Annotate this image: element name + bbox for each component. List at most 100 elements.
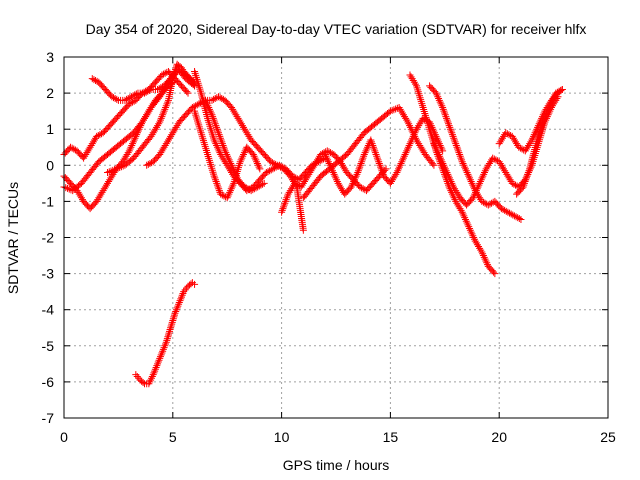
data-point bbox=[446, 176, 454, 184]
data-point bbox=[545, 104, 553, 112]
x-tick-label: 10 bbox=[274, 429, 290, 445]
data-point bbox=[330, 170, 338, 178]
data-point bbox=[374, 156, 382, 164]
data-point bbox=[453, 188, 461, 196]
data-point bbox=[209, 113, 217, 121]
data-point bbox=[416, 120, 424, 128]
data-point bbox=[410, 78, 418, 86]
data-point bbox=[117, 163, 125, 171]
data-point bbox=[210, 95, 218, 103]
data-point bbox=[129, 92, 137, 100]
data-point bbox=[213, 181, 221, 189]
data-point bbox=[132, 90, 140, 98]
data-point bbox=[510, 136, 518, 144]
data-point bbox=[433, 91, 441, 99]
data-point bbox=[111, 95, 119, 103]
data-point bbox=[110, 166, 118, 174]
data-point bbox=[404, 118, 412, 126]
data-point bbox=[172, 308, 180, 316]
data-point bbox=[327, 149, 335, 157]
data-point bbox=[407, 73, 415, 81]
data-point bbox=[356, 163, 364, 171]
data-point bbox=[106, 176, 114, 184]
data-point bbox=[178, 64, 186, 72]
data-point bbox=[432, 89, 440, 97]
data-point bbox=[138, 118, 146, 126]
x-axis-label: GPS time / hours bbox=[283, 457, 390, 473]
data-point bbox=[125, 147, 133, 155]
data-point bbox=[470, 234, 478, 241]
data-point bbox=[470, 235, 478, 243]
data-point bbox=[354, 167, 362, 175]
data-point bbox=[123, 150, 131, 158]
data-point bbox=[362, 147, 370, 155]
data-point bbox=[437, 156, 445, 164]
data-point bbox=[154, 122, 162, 130]
data-point bbox=[508, 132, 516, 140]
data-point bbox=[379, 169, 387, 177]
data-point bbox=[544, 107, 552, 115]
data-point bbox=[279, 163, 287, 171]
data-point bbox=[523, 143, 531, 151]
data-point bbox=[549, 95, 557, 103]
data-point bbox=[85, 145, 93, 153]
data-point bbox=[173, 122, 181, 130]
data-point bbox=[474, 183, 482, 191]
data-point bbox=[210, 172, 218, 180]
data-point bbox=[168, 320, 176, 328]
data-point bbox=[195, 100, 203, 108]
data-point bbox=[166, 326, 174, 334]
data-point bbox=[430, 140, 438, 148]
data-point bbox=[162, 140, 170, 148]
data-point bbox=[162, 340, 170, 348]
data-point bbox=[192, 102, 200, 110]
data-point bbox=[388, 106, 396, 114]
data-point bbox=[525, 141, 533, 149]
data-point bbox=[512, 213, 520, 221]
data-point bbox=[211, 138, 219, 146]
data-point bbox=[154, 360, 162, 368]
data-point bbox=[280, 203, 288, 211]
data-point bbox=[448, 179, 456, 187]
data-point bbox=[216, 134, 224, 142]
data-point bbox=[440, 107, 448, 115]
data-point bbox=[67, 143, 75, 151]
data-point bbox=[281, 199, 289, 207]
data-point bbox=[269, 165, 277, 173]
data-point bbox=[438, 102, 446, 110]
data-point bbox=[75, 190, 83, 198]
data-point bbox=[164, 333, 172, 341]
data-point bbox=[159, 87, 167, 95]
data-point bbox=[86, 143, 94, 151]
data-point bbox=[399, 154, 407, 162]
data-point bbox=[105, 178, 113, 186]
data-point bbox=[176, 297, 184, 305]
data-point bbox=[76, 192, 84, 200]
data-point bbox=[226, 188, 234, 196]
data-point bbox=[221, 147, 229, 155]
data-point bbox=[151, 125, 159, 133]
data-point bbox=[515, 143, 523, 151]
data-point bbox=[391, 172, 399, 180]
data-point bbox=[312, 158, 320, 166]
data-point bbox=[241, 125, 249, 133]
data-point bbox=[223, 150, 231, 158]
y-tick-label: -4 bbox=[42, 302, 55, 318]
data-point bbox=[325, 148, 333, 156]
series-track-15 bbox=[426, 82, 525, 223]
data-point bbox=[240, 150, 248, 158]
data-point bbox=[555, 87, 563, 95]
tick-layer bbox=[63, 56, 609, 419]
data-point bbox=[547, 100, 555, 108]
data-point bbox=[417, 118, 425, 126]
data-point bbox=[224, 154, 232, 162]
data-point bbox=[510, 180, 518, 188]
data-point bbox=[497, 205, 505, 213]
data-point bbox=[133, 372, 141, 380]
data-point bbox=[324, 156, 332, 164]
data-point bbox=[412, 127, 420, 135]
data-point bbox=[122, 152, 130, 160]
data-point bbox=[495, 140, 503, 148]
data-point bbox=[155, 120, 163, 128]
data-point bbox=[448, 131, 456, 139]
